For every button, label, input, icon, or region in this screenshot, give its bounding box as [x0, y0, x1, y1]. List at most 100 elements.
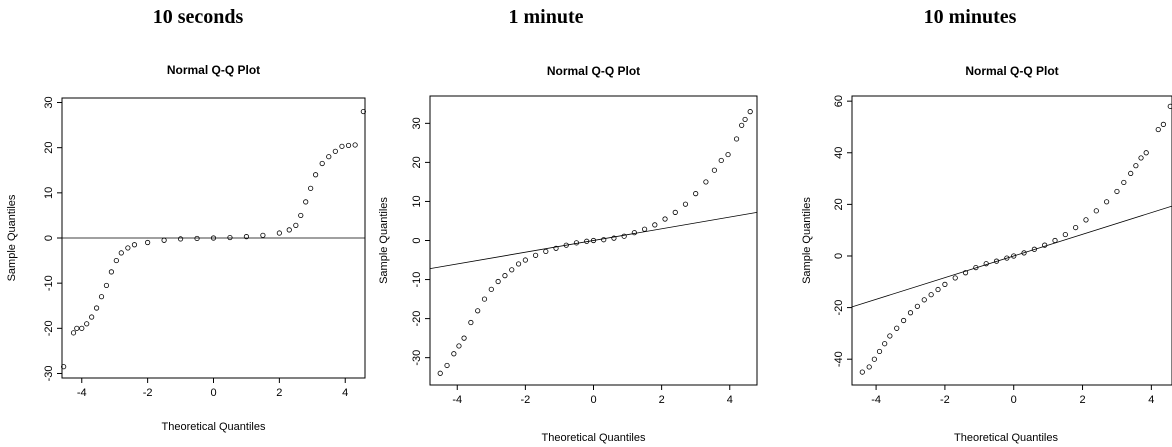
x-tick-label: 2	[1079, 394, 1085, 406]
qq-point	[921, 297, 927, 303]
qq-point	[742, 116, 748, 123]
qq-point	[1167, 103, 1172, 109]
qq-point	[711, 167, 718, 173]
qq-point	[601, 237, 607, 243]
x-axis-label: Theoretical Quantiles	[954, 432, 1058, 444]
qq-point	[339, 143, 345, 149]
qq-point	[1031, 246, 1037, 252]
qq-point	[108, 269, 115, 275]
qq-point	[131, 242, 138, 248]
qq-point	[590, 237, 597, 244]
panel-heading: 1 minute	[508, 6, 584, 28]
qq-point	[515, 261, 522, 267]
plot-title: Normal Q-Q Plot	[167, 63, 260, 77]
x-tick-label: 4	[342, 387, 348, 399]
qq-point	[210, 235, 217, 241]
qq-point	[1143, 150, 1149, 156]
qq-point	[894, 325, 900, 331]
qq-point	[475, 308, 481, 314]
qq-point	[468, 319, 474, 326]
qq-point	[1104, 199, 1110, 205]
y-axis-label: Sample Quantiles	[6, 194, 18, 281]
qq-point	[303, 199, 309, 205]
qq-point	[360, 108, 366, 115]
y-tick-label: 20	[43, 142, 55, 154]
qq-point	[993, 258, 1000, 264]
y-tick-label: 0	[411, 237, 423, 243]
qq-point	[914, 303, 920, 309]
panel-heading: 10 minutes	[923, 6, 1017, 28]
qq-point	[871, 356, 877, 362]
x-axis-label: Theoretical Quantiles	[162, 421, 266, 433]
qq-point	[74, 325, 80, 331]
qq-point	[509, 267, 515, 273]
qq-point	[352, 142, 358, 148]
y-tick-label: 0	[833, 253, 845, 259]
x-tick-label: 2	[276, 387, 282, 399]
qq-point	[495, 278, 501, 285]
qq-point	[733, 136, 740, 142]
qq-point	[84, 321, 90, 327]
qq-point	[901, 317, 907, 324]
qq-point	[866, 364, 872, 370]
qq-point	[859, 369, 865, 375]
qq-point	[641, 226, 648, 232]
qq-point	[194, 235, 200, 242]
qq-point	[113, 257, 119, 264]
x-tick-label: 4	[1148, 394, 1154, 406]
qq-point	[1083, 217, 1089, 223]
qq-point	[1155, 126, 1161, 133]
x-tick-label: -4	[77, 387, 87, 399]
y-tick-label: -10	[43, 275, 55, 291]
qq-point	[1093, 208, 1099, 214]
y-tick-label: 10	[411, 195, 423, 207]
y-tick-label: -20	[43, 320, 55, 336]
x-tick-label: -4	[871, 394, 881, 406]
y-axis-label: Sample Quantiles	[801, 197, 813, 284]
y-tick-label: 0	[43, 235, 55, 241]
plot-title: Normal Q-Q Plot	[965, 64, 1058, 78]
x-tick-label: 2	[659, 394, 665, 406]
plot-frame	[851, 95, 1172, 386]
qq-point	[437, 370, 443, 376]
qq-point	[243, 234, 250, 240]
y-tick-label: 60	[833, 95, 845, 107]
qq-point	[1121, 179, 1127, 186]
qq-point	[451, 351, 457, 357]
panel-heading: 10 seconds	[152, 6, 244, 28]
qq-point	[1160, 121, 1166, 127]
qq-point	[332, 148, 338, 154]
qq-point	[456, 343, 462, 349]
qq-point	[621, 233, 627, 239]
qq-point	[935, 286, 941, 293]
qq-point	[1011, 253, 1017, 259]
x-tick-label: 4	[727, 394, 733, 406]
qq-point	[1073, 224, 1079, 231]
x-axis-label: Theoretical Quantiles	[542, 432, 646, 444]
qq-point	[876, 348, 883, 355]
plot-title: Normal Q-Q Plot	[547, 64, 640, 78]
qq-point	[747, 109, 753, 115]
qq-point	[573, 240, 580, 246]
qq-point	[326, 154, 332, 160]
qq-point	[70, 330, 77, 336]
qq-point	[1133, 163, 1139, 169]
qq-point	[276, 230, 282, 236]
x-tick-label: -2	[940, 394, 950, 406]
qq-point	[952, 275, 958, 281]
qq-point	[563, 242, 569, 248]
y-tick-label: -10	[411, 272, 423, 288]
qq-point	[662, 216, 668, 222]
qq-point	[286, 227, 292, 233]
y-axis-label: Sample Quantiles	[378, 197, 390, 284]
qq-point	[942, 281, 948, 287]
qq-point	[89, 314, 95, 320]
qq-point	[312, 172, 319, 178]
qq-point	[1128, 170, 1134, 177]
qq-point	[1114, 188, 1120, 195]
qq-point	[177, 236, 184, 242]
qq-point	[145, 239, 151, 246]
x-tick-label: -2	[143, 387, 153, 399]
